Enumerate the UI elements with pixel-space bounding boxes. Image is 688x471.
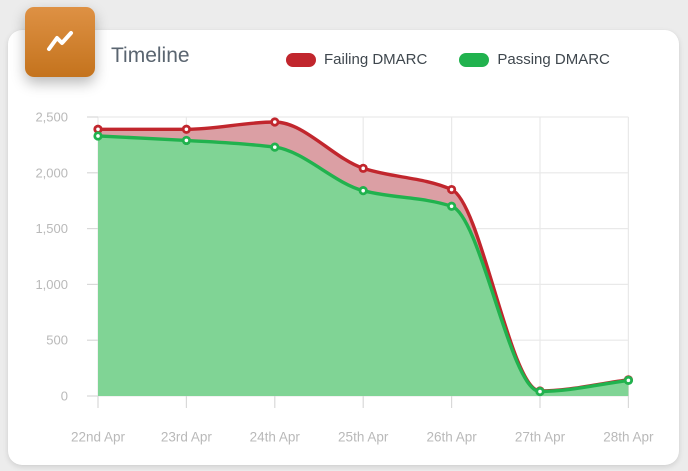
legend-label-failing-dmarc: Failing DMARC [324, 51, 428, 68]
x-tick-label: 22nd Apr [71, 430, 126, 445]
y-tick-label: 0 [61, 389, 68, 404]
y-axis-labels: 0 500 1,000 1,500 2,000 2,500 [35, 110, 68, 404]
x-axis-labels: 22nd Apr 23rd Apr 24th Apr 25th Apr 26th Apr… [71, 430, 654, 445]
x-tick-label: 24th Apr [250, 430, 301, 445]
axis-ticks [87, 116, 630, 408]
x-tick-label: 23rd Apr [161, 430, 213, 445]
y-tick-label: 500 [46, 333, 68, 348]
x-tick-label: 25th Apr [338, 430, 389, 445]
y-tick-label: 1,500 [35, 221, 68, 236]
trend-line-icon [47, 31, 73, 51]
passing-dmarc-point-center [449, 204, 454, 209]
failing-dmarc-point-center [449, 187, 454, 192]
failing-dmarc-point-center [96, 127, 100, 132]
failing-dmarc-point-center [361, 166, 366, 171]
y-tick-label: 2,500 [35, 110, 68, 125]
failing-dmarc-point-center [184, 127, 189, 132]
timeline-card-icon [25, 7, 95, 77]
failing-dmarc-point-center [273, 120, 277, 124]
passing-dmarc-point-center [96, 134, 100, 138]
legend-item-failing-dmarc[interactable]: Failing DMARC [286, 51, 427, 69]
legend-swatch-failing-dmarc [286, 53, 316, 67]
card-title: Timeline [111, 44, 190, 67]
passing-dmarc-point-center [273, 145, 277, 149]
passing-dmarc-point-center [538, 389, 542, 394]
chart-legend: Failing DMARC Passing DMARC [286, 50, 610, 70]
passing-dmarc-point-center [361, 188, 366, 193]
legend-swatch-passing-dmarc [459, 53, 490, 67]
legend-item-passing-dmarc[interactable]: Passing DMARC [459, 51, 610, 69]
x-tick-label: 26th Apr [426, 430, 477, 445]
y-tick-label: 2,000 [35, 165, 68, 180]
passing-dmarc-area [98, 135, 629, 397]
x-tick-label: 28th Apr [603, 430, 654, 445]
passing-dmarc-point-center [626, 378, 631, 383]
y-tick-label: 1,000 [35, 277, 68, 292]
x-tick-label: 27th Apr [515, 430, 566, 445]
passing-dmarc-point-center [184, 138, 189, 143]
legend-label-passing-dmarc: Passing DMARC [497, 51, 610, 68]
passing-dmarc-points [93, 131, 634, 397]
